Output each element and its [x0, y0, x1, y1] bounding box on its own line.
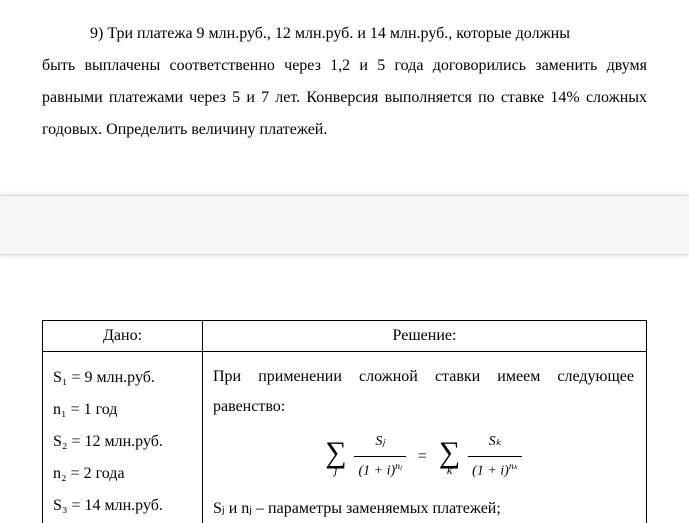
fraction-left: Sⱼ (1 + i)nⱼ — [354, 429, 405, 486]
sum-right: ∑ k — [439, 439, 460, 475]
given-n1: n₁ = 1 год — [53, 394, 190, 426]
fraction-right-den-base: (1 + i) — [472, 464, 509, 479]
fraction-right-den: (1 + i)nₖ — [468, 457, 522, 485]
page-separator — [0, 195, 689, 255]
problem-rest: быть выплачены соответственно через 1,2 … — [42, 50, 647, 146]
fraction-right-exp: nₖ — [509, 461, 518, 472]
problem-text: 9) Три платежа 9 млн.руб., 12 млн.руб. и… — [0, 0, 689, 146]
solution-intro: При применении сложной ставки имеем след… — [213, 362, 634, 423]
solution-table-wrap: Дано: Решение: S₁ = 9 млн.руб. n₁ = 1 го… — [42, 320, 647, 523]
given-s3: S₃ = 14 млн.руб. — [53, 490, 190, 522]
solution-note: Sⱼ и nⱼ – параметры заменяемых платежей; — [213, 494, 634, 523]
table-body-row: S₁ = 9 млн.руб. n₁ = 1 год S₂ = 12 млн.р… — [43, 352, 647, 523]
table-header-row: Дано: Решение: — [43, 321, 647, 352]
header-given: Дано: — [43, 321, 203, 352]
fraction-left-num: Sⱼ — [354, 429, 405, 458]
solution-formula: ∑ j Sⱼ (1 + i)nⱼ = ∑ k — [213, 429, 634, 486]
given-cell: S₁ = 9 млн.руб. n₁ = 1 год S₂ = 12 млн.р… — [43, 352, 203, 523]
given-n2: n₂ = 2 года — [53, 458, 190, 490]
header-solution: Решение: — [203, 321, 647, 352]
page: 9) Три платежа 9 млн.руб., 12 млн.руб. и… — [0, 0, 689, 523]
given-s1: S₁ = 9 млн.руб. — [53, 362, 190, 394]
problem-number: 9) — [90, 25, 103, 42]
fraction-left-den: (1 + i)nⱼ — [354, 457, 405, 485]
equals-sign: = — [412, 442, 433, 472]
solution-cell: При применении сложной ставки имеем след… — [203, 352, 647, 523]
fraction-left-exp: nⱼ — [395, 461, 402, 472]
given-s2: S₂ = 12 млн.руб. — [53, 426, 190, 458]
problem-first-line: 9) Три платежа 9 млн.руб., 12 млн.руб. и… — [42, 18, 647, 50]
problem-line1: Три платежа 9 млн.руб., 12 млн.руб. и 14… — [107, 25, 570, 42]
sum-left: ∑ j — [325, 439, 346, 475]
fraction-left-den-base: (1 + i) — [358, 464, 395, 479]
solution-table: Дано: Решение: S₁ = 9 млн.руб. n₁ = 1 го… — [42, 320, 647, 523]
fraction-right-num: Sₖ — [468, 429, 522, 458]
fraction-right: Sₖ (1 + i)nₖ — [468, 429, 522, 486]
